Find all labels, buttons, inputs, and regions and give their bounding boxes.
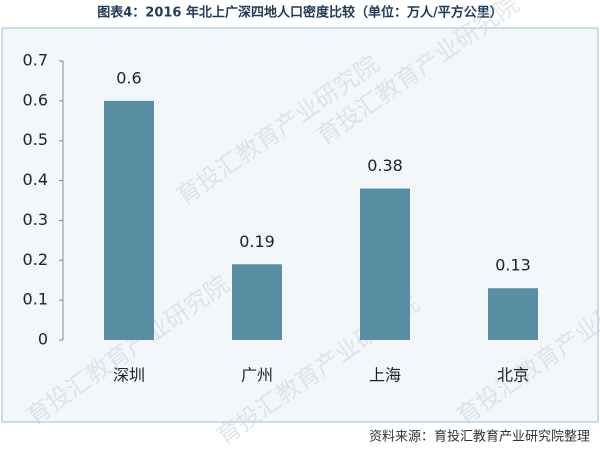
source-note: 资料来源：育投汇教育产业研究院整理 [369,429,590,445]
bar [232,264,282,340]
value-label: 0.6 [116,68,141,87]
bar [488,288,538,340]
chart-frame [1,27,599,423]
value-label: 0.13 [495,256,531,275]
y-tick-label: 0 [38,330,48,349]
y-tick-label: 0.6 [23,90,48,109]
x-tick-label: 上海 [369,366,401,385]
y-tick-label: 0.1 [23,290,48,309]
value-label: 0.38 [367,156,403,175]
x-tick-label: 广州 [241,366,273,385]
y-tick-label: 0.2 [23,250,48,269]
bar [360,188,410,340]
y-tick-label: 0.4 [23,170,48,189]
x-tick-label: 深圳 [113,366,145,385]
chart-title: 图表4：2016 年北上广深四地人口密度比较（单位：万人/平方公里） [97,5,503,21]
value-label: 0.19 [239,232,275,251]
y-tick-label: 0.7 [23,51,48,70]
y-tick-label: 0.5 [23,130,48,149]
bar [104,100,154,340]
y-tick-label: 0.3 [23,210,48,229]
x-tick-label: 北京 [497,366,529,385]
